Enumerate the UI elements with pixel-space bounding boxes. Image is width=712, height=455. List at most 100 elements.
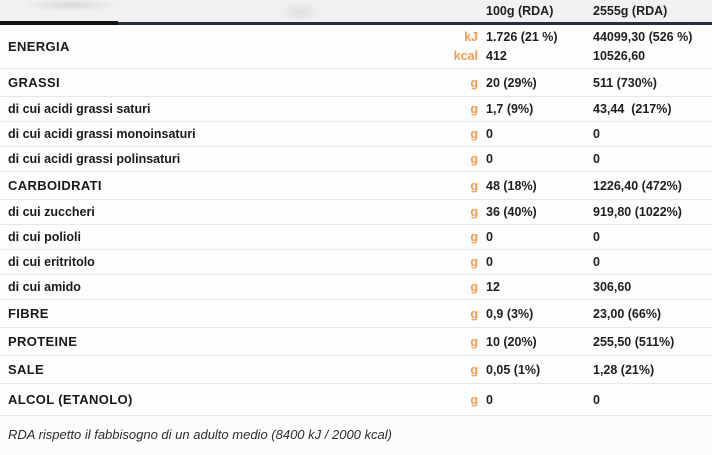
value-2555g: 0 — [593, 127, 600, 141]
value-cell-100g: 0 — [486, 255, 593, 269]
value-cell-2555g: 1,28 (21%) — [593, 363, 712, 377]
value-100g: 0 — [486, 230, 493, 244]
value-2555g: 306,60 — [593, 280, 632, 294]
table-row: SALE g 0,05 (1%) 1,28 (21%) — [0, 356, 712, 384]
value-cell-100g: 0,05 (1%) — [486, 363, 593, 377]
unit-label: g — [470, 178, 478, 193]
value-cell-100g: 48 (18%) — [486, 179, 593, 193]
value-2555g: 44099,30 (526 %) — [593, 29, 693, 44]
value-2555g: 0 — [593, 152, 600, 166]
value-100g: 0 — [486, 392, 493, 407]
unit-label: g — [470, 75, 478, 90]
value-100g: 10 (20%) — [486, 334, 537, 349]
row-label: CARBOIDRATI — [8, 178, 102, 193]
table-row: CARBOIDRATI g 48 (18%) 1226,40 (472%) — [0, 172, 712, 200]
unit-cell: g — [438, 255, 486, 269]
value-cell-2555g: 511 (730%) — [593, 76, 712, 90]
value-cell-2555g: 23,00 (66%) — [593, 307, 712, 321]
unit-label: g — [470, 362, 478, 377]
unit-cell: g — [438, 230, 486, 244]
value-2555g: 0 — [593, 255, 600, 269]
value-cell-100g: 1,7 (9%) — [486, 102, 593, 116]
unit-label: g — [470, 230, 478, 244]
rda-footnote: RDA rispetto il fabbisogno di un adulto … — [8, 427, 392, 442]
unit-cell: kJ kcal — [438, 28, 486, 66]
value-cell-2555g: 43,44 (217%) — [593, 102, 712, 116]
value-cell-100g: 0 — [486, 230, 593, 244]
table-row: di cui acidi grassi saturi g 1,7 (9%) 43… — [0, 97, 712, 122]
value-cell-100g: 36 (40%) — [486, 205, 593, 219]
unit-cell: g — [438, 280, 486, 294]
value-cell-100g: 0,9 (3%) — [486, 307, 593, 321]
value-cell-2555g: 44099,30 (526 %) 10526,60 — [593, 28, 712, 66]
value-cell-100g: 1.726 (21 %) 412 — [486, 28, 593, 66]
value-2555g: 255,50 (511%) — [593, 334, 675, 349]
unit-label: kJ — [464, 29, 478, 44]
unit-label: g — [470, 334, 478, 349]
value-cell-2555g: 919,80 (1022%) — [593, 205, 712, 219]
value-100g: 0,05 (1%) — [486, 362, 541, 377]
table-row: di cui amido g 12 306,60 — [0, 275, 712, 300]
unit-cell: g — [438, 179, 486, 193]
value-cell-100g: 20 (29%) — [486, 76, 593, 90]
header-divider — [0, 21, 712, 25]
table-row: ENERGIA kJ kcal 1.726 (21 %) 412 44099,30 … — [0, 25, 712, 69]
value-100g: 1,7 (9%) — [486, 102, 534, 116]
value-100g: 412 — [486, 48, 507, 63]
unit-label: g — [470, 127, 478, 141]
value-cell-100g: 12 — [486, 280, 593, 294]
value-cell-100g: 10 (20%) — [486, 335, 593, 349]
table-row: di cui zuccheri g 36 (40%) 919,80 (1022%… — [0, 200, 712, 225]
table-header: 100g (RDA) 2555g (RDA) — [0, 0, 712, 22]
row-label: ENERGIA — [8, 39, 70, 54]
unit-label: g — [470, 306, 478, 321]
table-row: di cui acidi grassi monoinsaturi g 0 0 — [0, 122, 712, 147]
value-cell-100g: 0 — [486, 152, 593, 166]
unit-label: g — [470, 205, 478, 219]
column-header-2555g: 2555g (RDA) — [593, 4, 668, 18]
table-body: ENERGIA kJ kcal 1.726 (21 %) 412 44099,30 … — [0, 25, 712, 416]
value-cell-2555g: 0 — [593, 393, 712, 407]
value-100g: 20 (29%) — [486, 75, 537, 90]
value-cell-100g: 0 — [486, 127, 593, 141]
value-100g: 48 (18%) — [486, 178, 537, 193]
value-cell-2555g: 306,60 — [593, 280, 712, 294]
unit-cell: g — [438, 102, 486, 116]
table-row: FIBRE g 0,9 (3%) 23,00 (66%) — [0, 300, 712, 328]
unit-cell: g — [438, 335, 486, 349]
table-row: di cui eritritolo g 0 0 — [0, 250, 712, 275]
value-cell-100g: 0 — [486, 393, 593, 407]
unit-label: g — [470, 255, 478, 269]
unit-label: g — [470, 152, 478, 166]
value-2555g: 43,44 (217%) — [593, 102, 672, 116]
unit-cell: g — [438, 76, 486, 90]
value-100g: 0 — [486, 255, 493, 269]
row-label: di cui zuccheri — [8, 205, 95, 219]
unit-label: g — [470, 280, 478, 294]
value-2555g: 919,80 (1022%) — [593, 205, 682, 219]
value-2555g: 10526,60 — [593, 48, 646, 63]
value-100g: 0 — [486, 127, 493, 141]
value-100g: 0 — [486, 152, 493, 166]
value-cell-2555g: 0 — [593, 255, 712, 269]
unit-cell: g — [438, 363, 486, 377]
unit-cell: g — [438, 307, 486, 321]
value-100g: 36 (40%) — [486, 205, 537, 219]
row-label: ALCOL (ETANOLO) — [8, 392, 133, 407]
table-row: PROTEINE g 10 (20%) 255,50 (511%) — [0, 328, 712, 356]
value-2555g: 23,00 (66%) — [593, 306, 662, 321]
value-100g: 1.726 (21 %) — [486, 29, 558, 44]
value-cell-2555g: 0 — [593, 230, 712, 244]
row-label: di cui eritritolo — [8, 255, 95, 269]
row-label: di cui acidi grassi polinsaturi — [8, 152, 181, 166]
table-row: GRASSI g 20 (29%) 511 (730%) — [0, 69, 712, 97]
row-label: GRASSI — [8, 75, 60, 90]
unit-label: g — [470, 392, 478, 407]
value-100g: 0,9 (3%) — [486, 306, 534, 321]
value-2555g: 0 — [593, 230, 600, 244]
row-label: FIBRE — [8, 306, 49, 321]
value-2555g: 0 — [593, 392, 600, 407]
row-label: PROTEINE — [8, 334, 78, 349]
unit-cell: g — [438, 393, 486, 407]
